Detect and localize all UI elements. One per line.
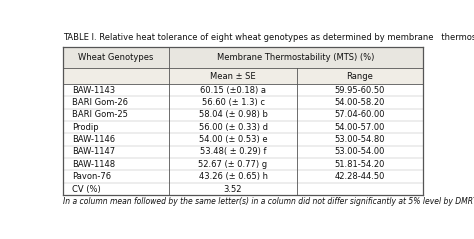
Bar: [63, 47, 423, 68]
Text: 59.95-60.50: 59.95-60.50: [335, 86, 385, 95]
Text: BAW-1147: BAW-1147: [72, 147, 115, 157]
Text: BAW-1148: BAW-1148: [72, 160, 115, 169]
Text: In a column mean followed by the same letter(s) in a column did not differ signi: In a column mean followed by the same le…: [63, 197, 474, 206]
Text: 3.52: 3.52: [224, 185, 242, 194]
Text: 53.00-54.00: 53.00-54.00: [335, 147, 385, 157]
Bar: [63, 68, 423, 84]
Text: 53.48( ± 0.29) f: 53.48( ± 0.29) f: [200, 147, 266, 157]
Text: 42.28-44.50: 42.28-44.50: [335, 172, 385, 181]
Text: 56.00 (± 0.33) d: 56.00 (± 0.33) d: [199, 123, 267, 132]
Text: Wheat Genotypes: Wheat Genotypes: [78, 53, 154, 62]
Text: Range: Range: [346, 71, 374, 81]
Text: 52.67 (± 0.77) g: 52.67 (± 0.77) g: [199, 160, 268, 169]
Text: Mean ± SE: Mean ± SE: [210, 71, 256, 81]
Text: 58.04 (± 0.98) b: 58.04 (± 0.98) b: [199, 110, 267, 119]
Text: 60.15 (±0.18) a: 60.15 (±0.18) a: [200, 86, 266, 95]
Text: 43.26 (± 0.65) h: 43.26 (± 0.65) h: [199, 172, 267, 181]
Text: 53.00-54.80: 53.00-54.80: [335, 135, 385, 144]
Text: Pavon-76: Pavon-76: [72, 172, 111, 181]
Text: 51.81-54.20: 51.81-54.20: [335, 160, 385, 169]
Text: CV (%): CV (%): [72, 185, 101, 194]
Text: BAW-1143: BAW-1143: [72, 86, 115, 95]
Text: BARI Gom-26: BARI Gom-26: [72, 98, 128, 107]
Bar: [63, 47, 423, 195]
Text: Membrane Thermostability (MTS) (%): Membrane Thermostability (MTS) (%): [218, 53, 375, 62]
Text: TABLE I. Relative heat tolerance of eight wheat genotypes as determined by membr: TABLE I. Relative heat tolerance of eigh…: [63, 33, 474, 42]
Text: 54.00-57.00: 54.00-57.00: [335, 123, 385, 132]
Text: BAW-1146: BAW-1146: [72, 135, 115, 144]
Text: 56.60 (± 1.3) c: 56.60 (± 1.3) c: [201, 98, 264, 107]
Text: BARI Gom-25: BARI Gom-25: [72, 110, 128, 119]
Text: 54.00-58.20: 54.00-58.20: [335, 98, 385, 107]
Text: Prodip: Prodip: [72, 123, 99, 132]
Text: 54.00 (± 0.53) e: 54.00 (± 0.53) e: [199, 135, 267, 144]
Text: 57.04-60.00: 57.04-60.00: [335, 110, 385, 119]
